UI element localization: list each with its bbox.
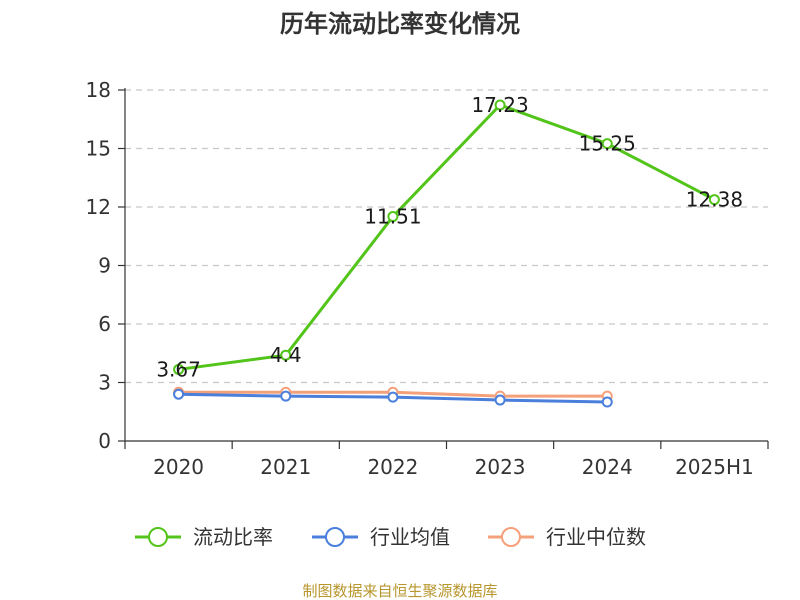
x-tick-label: 2021 [260,455,311,479]
data-point [173,363,185,375]
legend-label: 行业均值 [370,525,450,549]
chart-title: 历年流动比率变化情况 [280,10,520,38]
y-tick-label: 3 [98,371,111,395]
x-tick-label: 2020 [153,455,204,479]
legend-marker [148,527,168,547]
data-point [387,211,399,223]
legend-item-0[interactable]: 流动比率 [135,525,273,549]
data-point [494,99,506,111]
data-point [601,138,613,150]
axes: 0 3 6 9 12 15 18 2020 2021 2022 2023 2024 2025H1 [86,78,769,479]
series-line-0 [178,103,716,371]
legend-marker [325,527,345,547]
series-group [173,99,720,408]
data-label: 3.67 [156,357,201,381]
legend: 流动比率 行业均值 行业中位数 [135,525,646,549]
data-label: 15.25 [579,132,636,156]
y-tick-label: 18 [86,78,111,102]
data-label: 11.51 [364,205,421,229]
data-label: 4.4 [270,343,302,367]
x-tick-label: 2022 [367,455,418,479]
data-point [494,394,506,406]
x-tick-label: 2023 [475,455,526,479]
legend-marker [501,527,521,547]
data-point [387,391,399,403]
data-labels: 3.67 4.4 11.51 17.23 15.25 12.38 [156,93,743,381]
y-tick-label: 15 [86,137,111,161]
grid-lines [125,89,768,384]
y-tick-label: 0 [98,429,111,453]
data-point [280,349,292,361]
data-point [708,194,720,206]
data-label: 17.23 [471,93,528,117]
data-point [601,396,613,408]
data-label: 12.38 [686,188,743,212]
legend-label: 行业中位数 [546,525,646,549]
legend-label: 流动比率 [193,525,273,549]
legend-item-2[interactable]: 行业中位数 [488,525,646,549]
y-tick-label: 9 [98,254,111,278]
y-tick-label: 6 [98,312,111,336]
data-point [173,388,185,400]
x-tick-label: 2025H1 [675,455,754,479]
y-tick-label: 12 [86,195,111,219]
legend-item-1[interactable]: 行业均值 [312,525,450,549]
data-point [280,390,292,402]
x-tick-label: 2024 [582,455,633,479]
source-note: 制图数据来自恒生聚源数据库 [302,582,497,600]
